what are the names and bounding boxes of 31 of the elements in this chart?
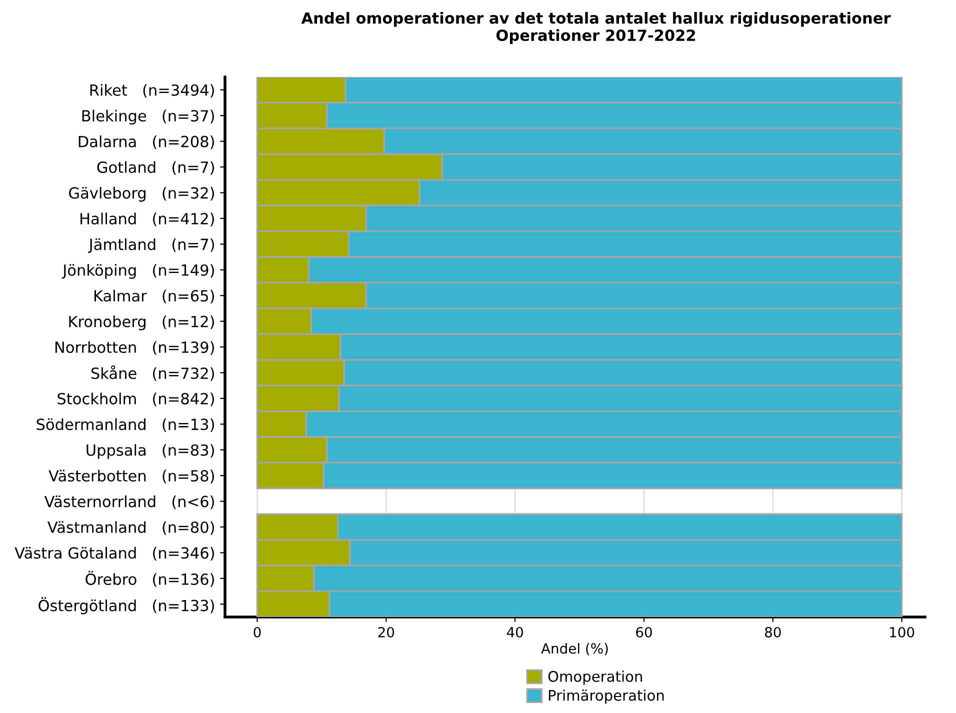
y-tick-label: Jönköping (n=149) [62, 264, 214, 279]
y-tick-label: Jämtland (n=7) [88, 238, 214, 254]
x-tick-label: 100 [890, 626, 914, 638]
x-tick-label: 80 [764, 626, 781, 638]
y-tick-label: Kronoberg (n=12) [69, 315, 214, 330]
x-tick-label: 20 [378, 626, 394, 638]
y-tick-label: Skåne (n=732) [91, 365, 214, 381]
y-tick-label: Västernorrland (n<6) [44, 495, 214, 510]
y-tick-label: Västerbotten (n=58) [48, 470, 214, 484]
y-tick-label: Dalarna (n=208) [78, 135, 214, 150]
x-tick-label: 60 [636, 626, 652, 638]
y-tick-label: Östergötland (n=133) [38, 597, 214, 614]
legend-label: Primäroperation [548, 690, 664, 704]
x-axis-title: Andel (%) [541, 642, 608, 656]
legend-label: Omoperation [548, 670, 642, 685]
y-tick-label: Kalmar (n=65) [94, 290, 214, 304]
y-tick-label: Örebro (n=136) [86, 570, 214, 587]
y-tick-label: Uppsala (n=83) [86, 444, 214, 459]
y-tick-label: Gotland (n=7) [97, 161, 214, 175]
y-tick-label: Blekinge (n=37) [82, 110, 214, 125]
x-tick-label: 40 [506, 626, 523, 638]
y-tick-label: Västmanland (n=80) [47, 521, 214, 535]
y-tick-label: Riket (n=3494) [90, 84, 214, 98]
y-tick-label: Stockholm (n=842) [58, 392, 214, 406]
y-tick-label: Södermanland (n=13) [36, 418, 214, 432]
y-tick-label: Gävleborg (n=32) [69, 186, 214, 202]
y-tick-label: Västra Götaland (n=346) [14, 546, 214, 561]
y-tick-label: Halland (n=412) [80, 212, 214, 226]
y-tick-label: Norrbotten (n=139) [55, 341, 214, 355]
x-tick-label: 0 [254, 626, 261, 638]
chart-title: Andel omoperationer av det totala antalet hallux rigidusoperationer Operationer 2017-2022 [301, 12, 891, 44]
